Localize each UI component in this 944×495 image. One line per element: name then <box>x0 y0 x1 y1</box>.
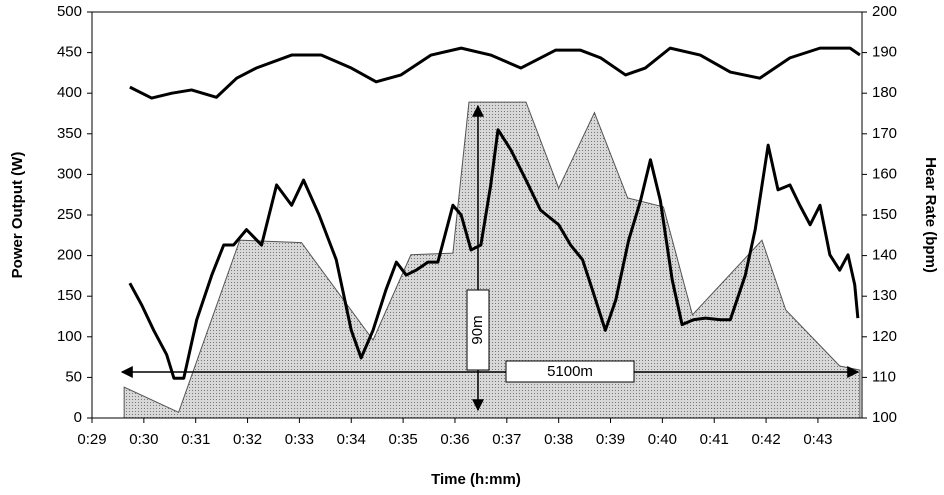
y2-tick-label: 180 <box>872 84 897 101</box>
y-tick-label: 150 <box>57 287 82 304</box>
x-tick-label: 0:41 <box>700 431 729 448</box>
x-tick-label: 0:43 <box>803 431 832 448</box>
annotation: 90m <box>469 315 486 344</box>
y2-tick-label: 140 <box>872 247 897 264</box>
y2-tick-label: 160 <box>872 165 897 182</box>
y2-tick-label: 120 <box>872 328 897 345</box>
x-tick-label: 0:29 <box>77 431 106 448</box>
y2-tick-label: 130 <box>872 287 897 304</box>
x-tick-label: 0:32 <box>233 431 262 448</box>
x-tick-label: 0:35 <box>389 431 418 448</box>
annotations: 90m 5100m <box>120 104 860 412</box>
x-tick-label: 0:38 <box>544 431 573 448</box>
annotation-box <box>505 360 635 383</box>
y2-tick-label: 200 <box>872 3 897 20</box>
x-axis-label: Time (h:mm) <box>431 471 521 488</box>
y2-axis-label: Hear Rate (bpm) <box>922 157 939 273</box>
annotation-box <box>466 289 490 371</box>
x-tick-label: 0:39 <box>596 431 625 448</box>
y-tick-label: 250 <box>57 206 82 223</box>
y-axis-label: Power Output (W) <box>9 152 26 279</box>
y-tick-label: 50 <box>65 368 82 385</box>
y2-tick-label: 170 <box>872 125 897 142</box>
x-tick-label: 0:30 <box>129 431 158 448</box>
x-tick-label: 0:34 <box>337 431 366 448</box>
x-tick-label: 0:36 <box>440 431 469 448</box>
x-tick-label: 0:31 <box>181 431 210 448</box>
y-tick-label: 0 <box>74 409 82 426</box>
y2-tick-label: 100 <box>872 409 897 426</box>
elevation-area <box>123 101 861 419</box>
y-tick-label: 100 <box>57 328 82 345</box>
y-tick-label: 450 <box>57 44 82 61</box>
x-tick-label: 0:37 <box>492 431 521 448</box>
y2-tick-label: 110 <box>872 368 896 385</box>
y2-tick-label: 190 <box>872 44 897 61</box>
annotation: 5100m <box>547 363 593 380</box>
y-tick-label: 500 <box>57 3 82 20</box>
y-tick-label: 400 <box>57 84 82 101</box>
power-line <box>128 128 860 380</box>
x-tick-label: 0:33 <box>285 431 314 448</box>
y-tick-label: 350 <box>57 125 82 142</box>
y2-tick-label: 150 <box>872 206 897 223</box>
x-tick-label: 0:42 <box>751 431 780 448</box>
x-tick-label: 0:40 <box>648 431 677 448</box>
heart-rate-line <box>129 46 861 100</box>
y-tick-label: 300 <box>57 165 82 182</box>
y-tick-label: 200 <box>57 247 82 264</box>
